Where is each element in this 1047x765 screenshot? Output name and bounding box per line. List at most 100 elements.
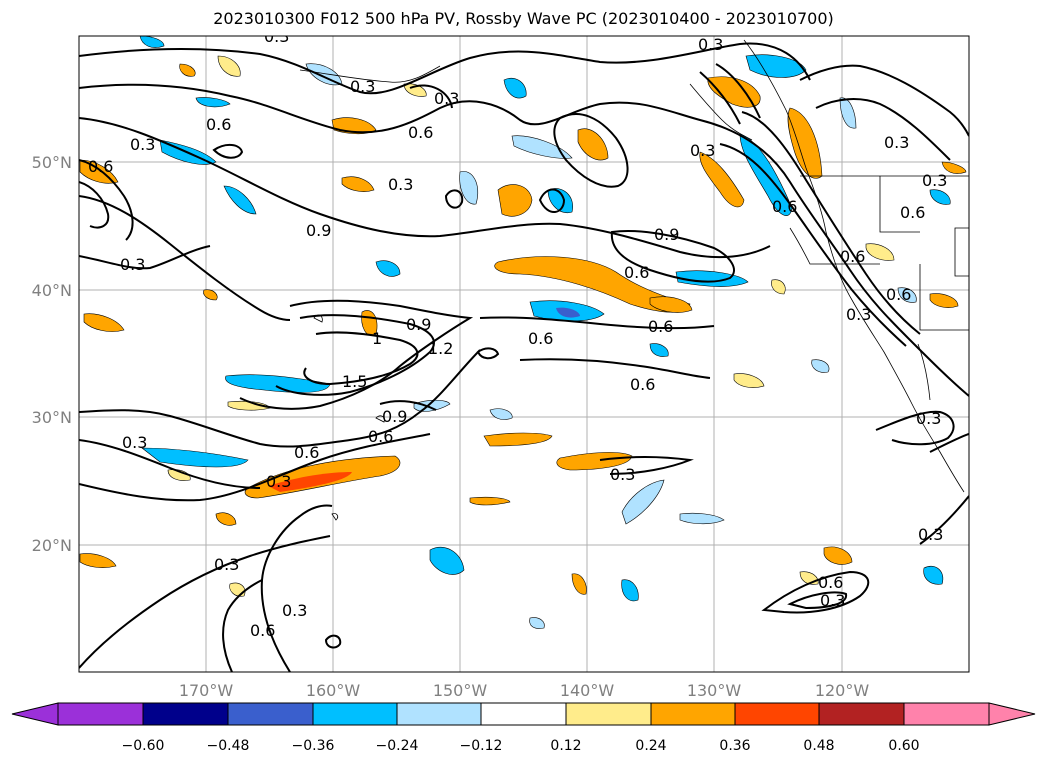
colorbar-tick-label: 0.48 — [803, 738, 835, 754]
positive-anomalies — [79, 55, 967, 597]
contour-line — [79, 42, 811, 95]
colorbar-segment — [480, 702, 567, 726]
contour-label: 1 — [372, 329, 382, 348]
anomaly-shade — [787, 107, 823, 179]
contour-line — [379, 400, 437, 411]
anomaly-shade — [941, 161, 967, 174]
contour-label: 0.6 — [772, 197, 797, 216]
contour-label: 0.9 — [306, 221, 331, 240]
colorbar-tick-label: 0.12 — [550, 738, 582, 754]
anomaly-shade — [556, 452, 633, 471]
contour-label: 0.3 — [122, 433, 147, 452]
contour-label: 0.6 — [250, 621, 275, 640]
anomaly-shade — [341, 176, 375, 192]
anomaly-shade — [529, 617, 545, 629]
contour-label: 0.3 — [916, 409, 941, 428]
anomaly-shade — [203, 289, 218, 301]
anomaly-shade — [577, 128, 609, 161]
colorbar-tick-label: 0.60 — [888, 738, 920, 754]
coastline — [917, 343, 931, 401]
anomaly-shade — [79, 553, 117, 568]
anomaly-shade — [621, 479, 665, 525]
lon-label: 160°W — [305, 681, 361, 700]
contour-label: 0.3 — [918, 525, 943, 544]
contour-line — [324, 634, 342, 649]
lon-label: 150°W — [432, 681, 488, 700]
anomaly-shade — [167, 469, 191, 481]
colorbar-segment — [903, 702, 990, 726]
contour-line — [519, 358, 711, 379]
contour-line — [919, 495, 969, 545]
anomaly-shade — [195, 97, 231, 108]
lat-label: 30°N — [31, 408, 72, 427]
contour-line — [815, 98, 951, 161]
anomaly-shade — [375, 260, 401, 277]
lon-label: 170°W — [178, 681, 234, 700]
contour-label: 1.5 — [342, 372, 367, 391]
map-title: 2023010300 F012 500 hPa PV, Rossby Wave … — [213, 9, 834, 28]
anomaly-shade — [225, 374, 331, 393]
contour-label: 0.3 — [388, 175, 413, 194]
contour-label: 0.3 — [820, 591, 845, 610]
anomaly-shade — [223, 185, 257, 215]
coastline — [743, 39, 965, 493]
contour-label: 0.6 — [630, 375, 655, 394]
colorbar-segment — [227, 702, 314, 726]
colorbar-tick-label: −0.24 — [375, 738, 419, 754]
anomaly-shade — [679, 512, 725, 525]
contour-label: 1.2 — [428, 339, 453, 358]
pv-contours — [79, 42, 969, 672]
colorbar-segment — [142, 702, 229, 726]
contour-line — [212, 144, 244, 159]
anomaly-shade — [621, 579, 639, 602]
anomaly-shade — [929, 189, 951, 205]
anomaly-shade — [469, 496, 511, 506]
colorbar-tick-label: −0.60 — [121, 738, 165, 754]
anomaly-shade — [649, 296, 693, 313]
anomaly-shade — [707, 76, 761, 108]
colorbar-tick-label: −0.12 — [459, 738, 503, 754]
contour-label: 0.6 — [368, 427, 393, 446]
contour-line — [409, 84, 453, 109]
contour-label: 0.3 — [698, 35, 723, 54]
contour-line — [79, 439, 261, 489]
contour-label: 0.6 — [206, 115, 231, 134]
contour-line — [303, 331, 419, 386]
anomaly-shade — [699, 151, 745, 208]
contour-line — [787, 591, 848, 610]
anomaly-shade — [865, 243, 895, 261]
lon-label: 120°W — [814, 681, 870, 700]
contour-line — [79, 535, 331, 669]
contour-line — [538, 188, 566, 213]
contour-label: 0.6 — [88, 157, 113, 176]
anomaly-shade — [571, 573, 587, 595]
contour-label: 0.3 — [434, 89, 459, 108]
anomaly-shade — [811, 359, 830, 373]
anomaly-shade — [215, 512, 237, 526]
lat-label: 20°N — [31, 536, 72, 555]
coastline — [919, 264, 969, 331]
anomaly-shade — [83, 313, 125, 332]
anomaly-shade — [139, 36, 165, 48]
lat-label: 40°N — [31, 281, 72, 300]
anomaly-shade — [547, 188, 573, 214]
anomaly-shade — [771, 279, 786, 295]
contour-label: 0.6 — [886, 285, 911, 304]
contour-label: 0.6 — [648, 317, 673, 336]
lon-label: 140°W — [559, 681, 615, 700]
anomaly-shade — [403, 83, 427, 97]
contour-label: 0.3 — [350, 77, 375, 96]
contour-label: 0.6 — [624, 263, 649, 282]
colorbar-extend-min — [11, 702, 59, 726]
contour-line — [599, 456, 694, 475]
contour-line — [741, 111, 921, 335]
contour-label: 0.3 — [120, 255, 145, 274]
colorbar-segment — [396, 702, 482, 726]
coastline — [331, 513, 339, 521]
contour-label: 0.3 — [214, 555, 239, 574]
gridlines — [79, 36, 969, 672]
contour-label: 0.6 — [408, 123, 433, 142]
anomaly-shade — [649, 343, 669, 357]
contour-label: 0.6 — [840, 247, 865, 266]
